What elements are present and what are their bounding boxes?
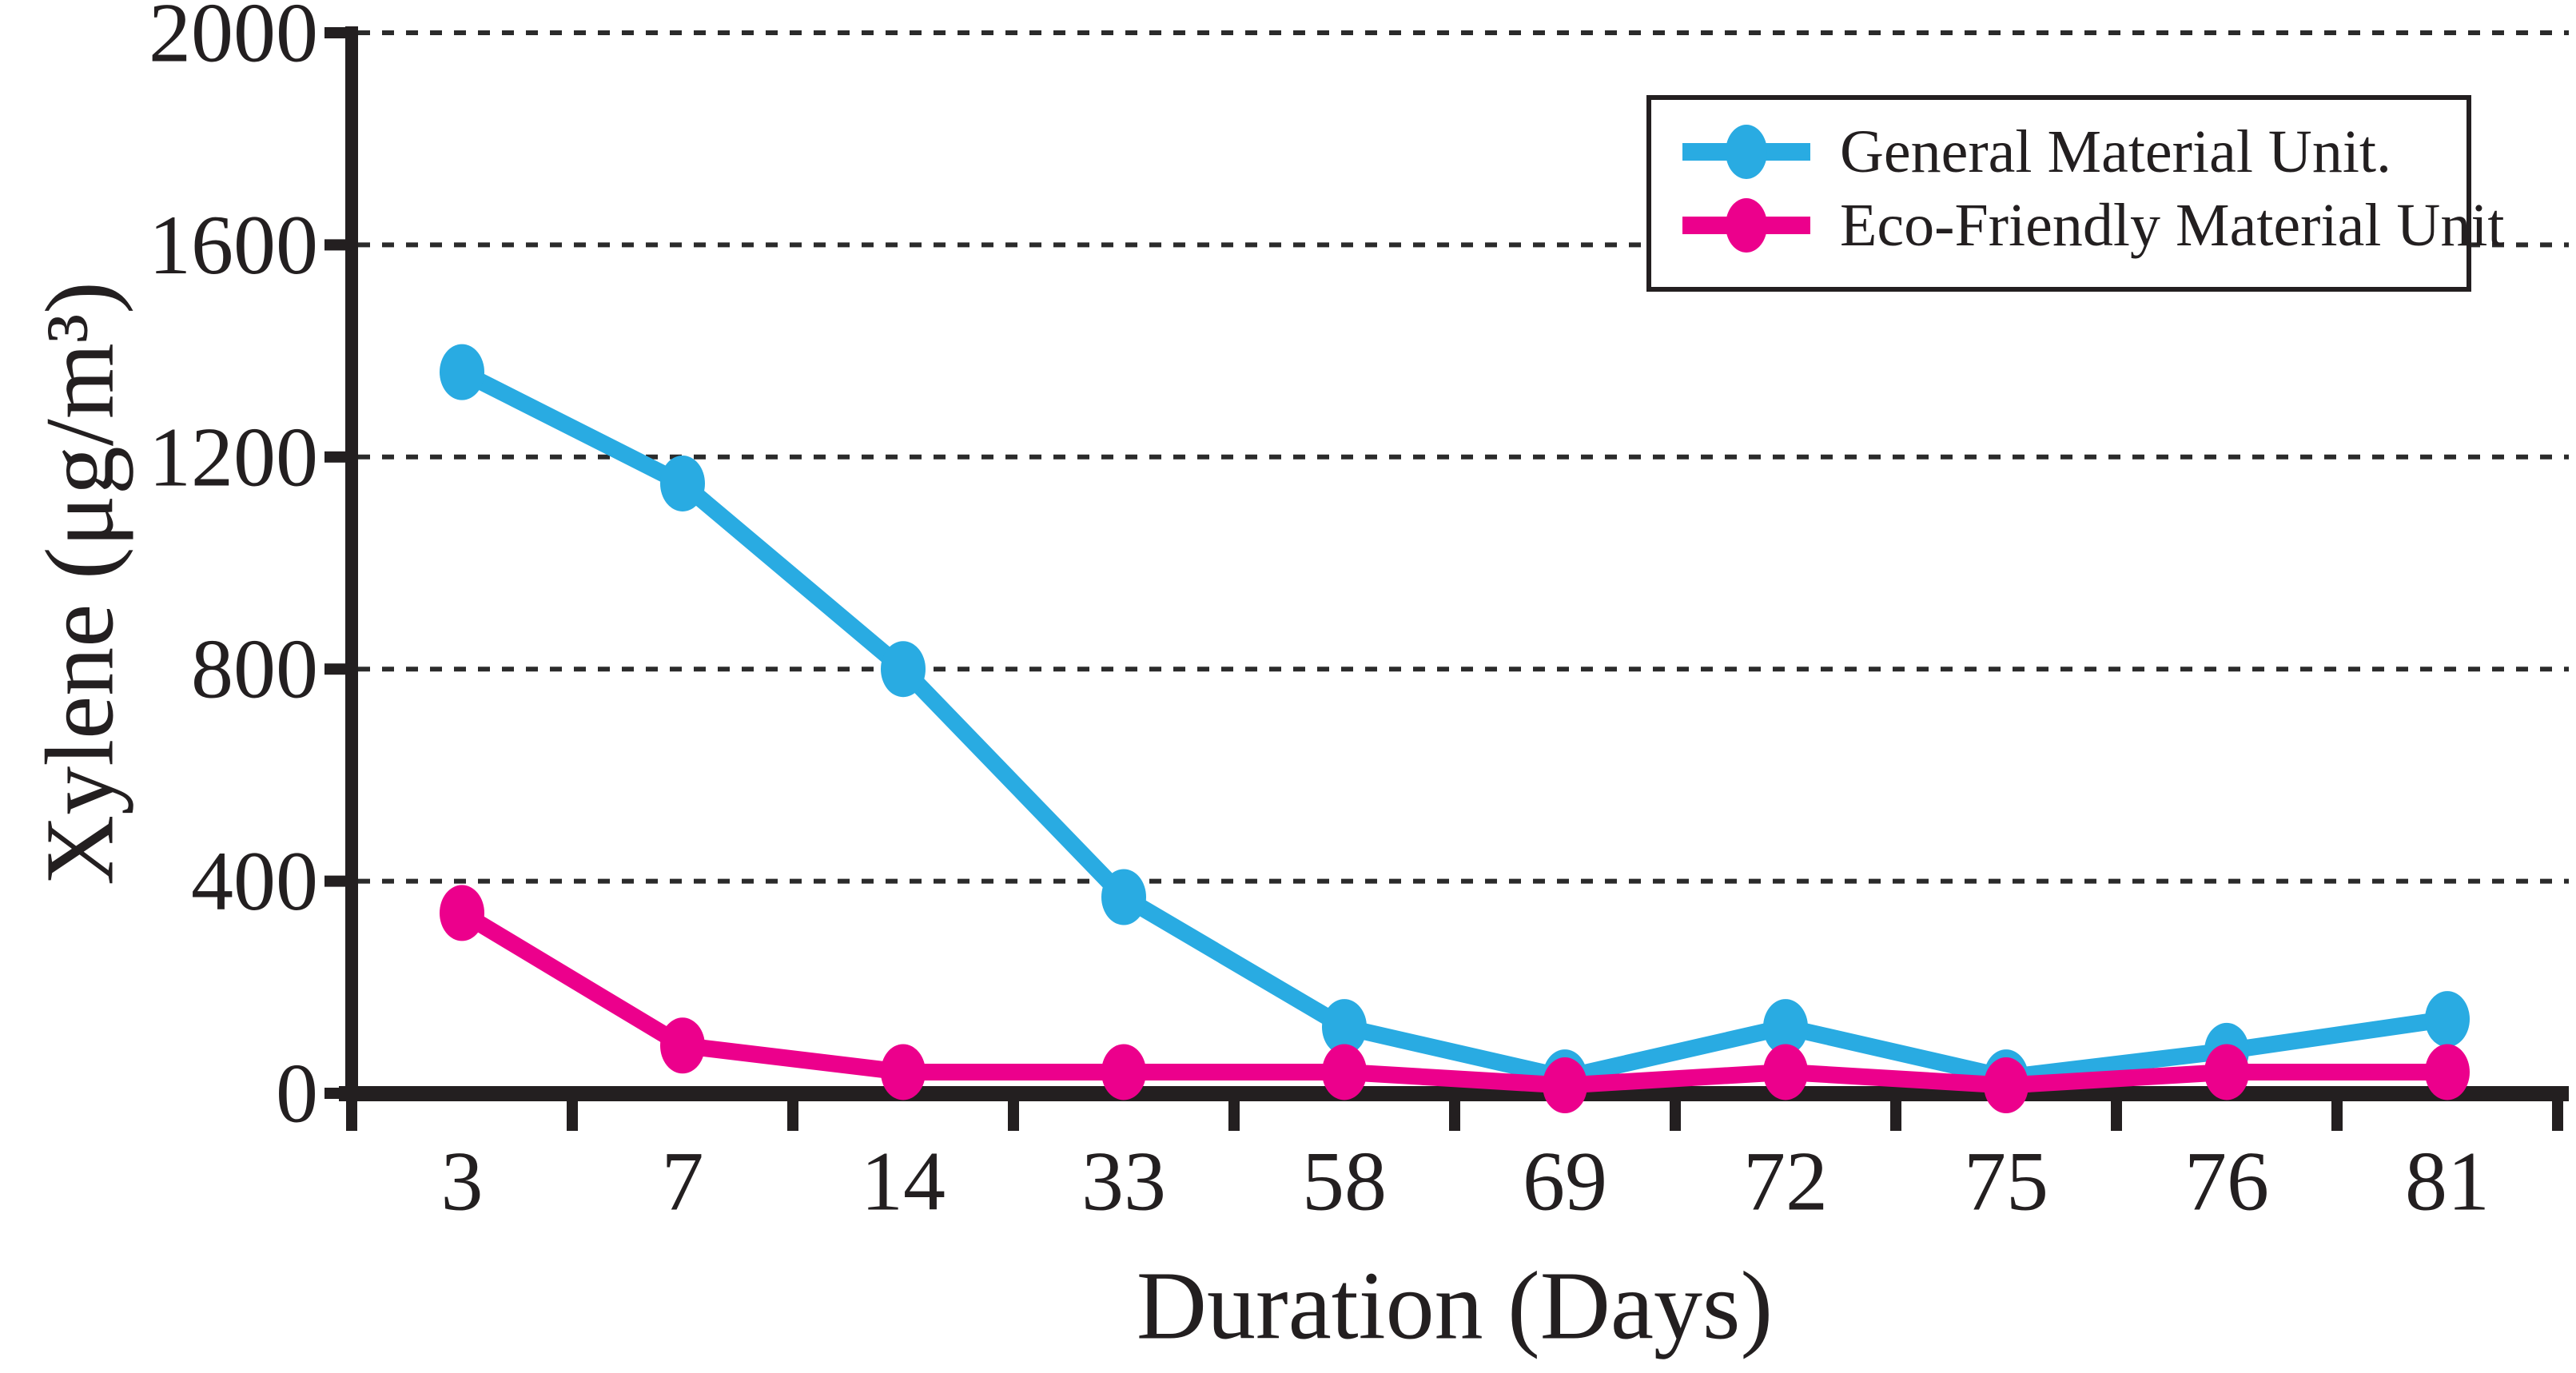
- x-tick-label: 14: [861, 1135, 946, 1228]
- x-tick: [346, 1086, 357, 1131]
- x-tick-label: 72: [1743, 1135, 1828, 1228]
- y-tick-label: 400: [191, 834, 318, 928]
- x-tick-label: 81: [2405, 1135, 2490, 1228]
- x-tick-label: 69: [1523, 1135, 1607, 1228]
- x-tick: [787, 1086, 798, 1131]
- data-point-eco-day-69: [1543, 1057, 1587, 1114]
- x-tick: [1890, 1086, 1901, 1131]
- y-tick-label: 1200: [149, 410, 318, 503]
- data-point-general-day-58: [1322, 999, 1367, 1056]
- legend-box: [1646, 95, 2471, 292]
- x-tick: [567, 1086, 578, 1131]
- data-point-eco-day-58: [1322, 1044, 1367, 1100]
- data-point-eco-day-3: [440, 885, 484, 941]
- x-tick: [2331, 1086, 2343, 1131]
- gridline-layer: [358, 30, 2569, 884]
- data-point-general-day-3: [440, 344, 484, 400]
- x-tick-label: 58: [1302, 1135, 1387, 1228]
- data-point-general-day-81: [2425, 991, 2470, 1048]
- x-tick: [1008, 1086, 1019, 1131]
- y-tick: [324, 239, 352, 251]
- legend-label: General Material Unit.: [1840, 118, 2391, 185]
- series-line-general: [453, 364, 2456, 1086]
- x-tick-label: 75: [1964, 1135, 2048, 1228]
- series-layer: [440, 344, 2470, 1114]
- series-line-eco: [453, 904, 2456, 1094]
- data-point-general-day-33: [1101, 869, 1146, 925]
- y-tick: [324, 27, 352, 38]
- x-tick-label: 33: [1081, 1135, 1166, 1228]
- x-tick-label: 76: [2184, 1135, 2269, 1228]
- y-tick-label: 0: [276, 1047, 318, 1140]
- y-tick: [324, 663, 352, 675]
- legend-marker-dot: [1726, 125, 1767, 179]
- x-tick: [1670, 1086, 1681, 1131]
- data-point-general-day-7: [660, 455, 705, 511]
- x-tick-label: 7: [662, 1135, 704, 1228]
- data-point-eco-day-81: [2425, 1044, 2470, 1100]
- x-tick-label: 3: [441, 1135, 484, 1228]
- legend-label: Eco-Friendly Material Unit: [1840, 192, 2505, 259]
- data-point-eco-day-7: [660, 1017, 705, 1074]
- y-tick-label: 2000: [149, 0, 318, 80]
- y-tick: [324, 875, 352, 887]
- y-tick-label: 800: [191, 623, 318, 716]
- x-tick: [2552, 1086, 2563, 1131]
- data-point-eco-day-33: [1101, 1044, 1146, 1100]
- y-tick: [324, 451, 352, 463]
- data-point-eco-day-75: [1984, 1057, 2029, 1114]
- x-tick: [2111, 1086, 2122, 1131]
- legend-marker-dot: [1726, 198, 1767, 253]
- y-axis-line: [345, 26, 358, 1100]
- y-tick: [324, 1088, 352, 1099]
- data-point-eco-day-14: [881, 1044, 926, 1100]
- data-point-general-day-14: [881, 641, 926, 698]
- data-point-eco-day-72: [1763, 1044, 1808, 1100]
- data-point-eco-day-76: [2204, 1044, 2249, 1100]
- data-point-general-day-72: [1763, 999, 1808, 1056]
- y-axis-title: Xylene (μg/m³): [26, 281, 134, 885]
- legend: General Material Unit. Eco-Friendly Mater…: [1646, 95, 2505, 292]
- y-tick-label: 1600: [149, 198, 318, 292]
- x-tick: [1449, 1086, 1460, 1131]
- x-tick: [1228, 1086, 1240, 1131]
- x-axis-title: Duration (Days): [1137, 1252, 1773, 1360]
